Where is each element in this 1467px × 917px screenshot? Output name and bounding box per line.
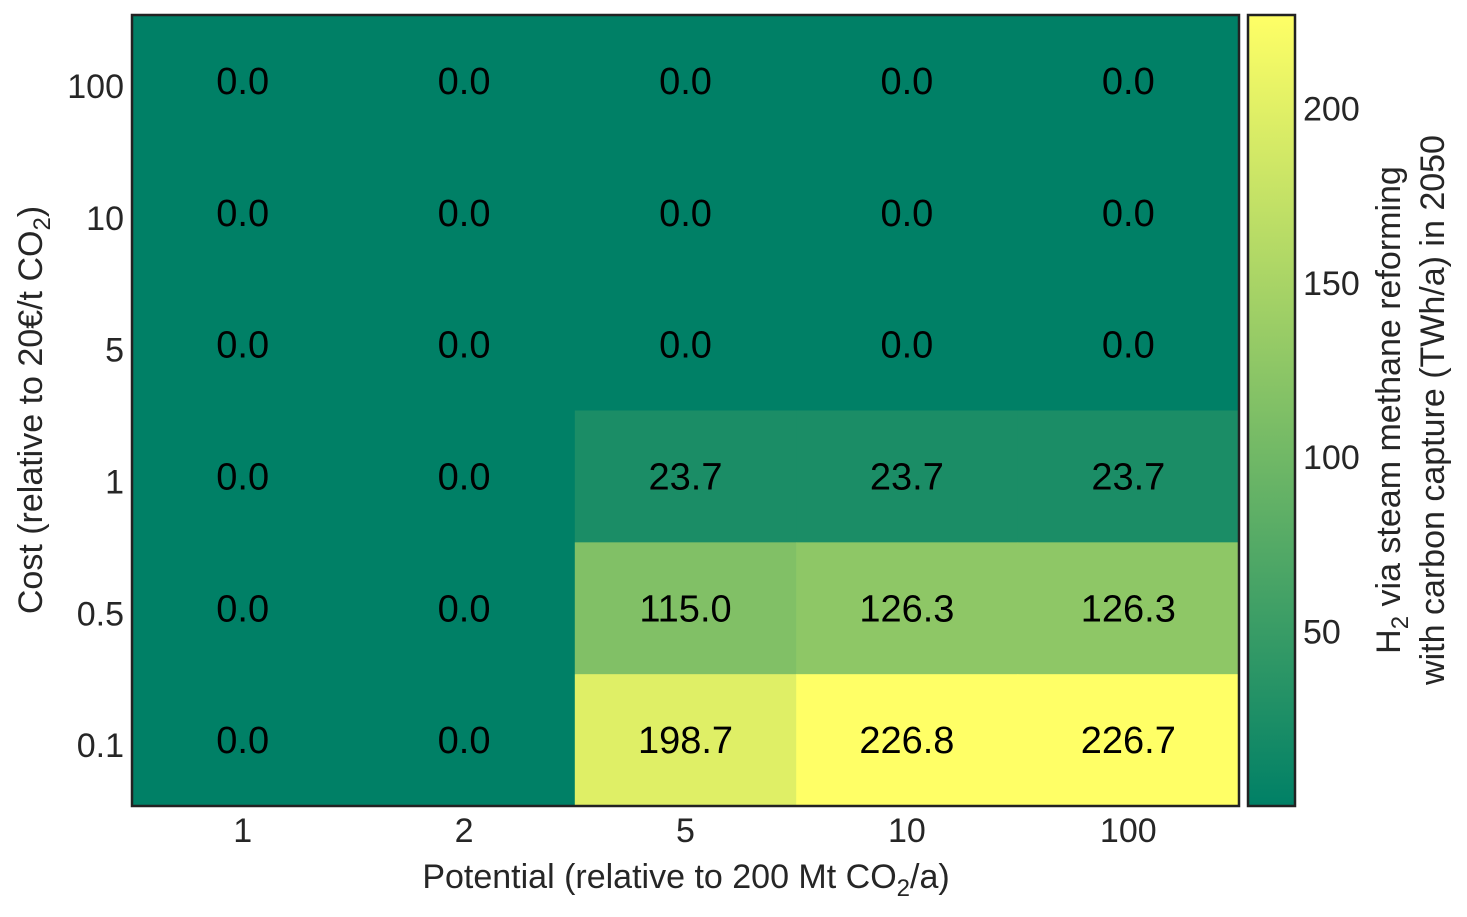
cell-value-label: 0.0 — [1102, 325, 1155, 367]
y-tick-label: 0.1 — [77, 727, 124, 765]
x-tick-label: 100 — [1100, 812, 1157, 850]
cell-value-label: 23.7 — [1091, 456, 1165, 498]
heatmap-cell — [1017, 542, 1240, 675]
heatmap-cell — [796, 674, 1019, 807]
heatmap-cell — [132, 410, 354, 543]
x-tick-label: 2 — [455, 812, 474, 850]
x-axis-label: Potential (relative to 200 Mt CO2/a) — [422, 858, 949, 902]
cell-value-label: 0.0 — [659, 325, 712, 367]
cell-value-label: 226.8 — [859, 720, 954, 762]
heatmap-cell — [1017, 15, 1240, 148]
heatmap-cell — [796, 278, 1019, 412]
cell-value-label: 0.0 — [216, 720, 269, 762]
colorbar-label-line2: with carbon capture (TWh/a) in 2050 — [1414, 135, 1452, 686]
heatmap-cell — [132, 542, 354, 675]
y-tick-label: 1 — [105, 463, 124, 501]
y-tick-label: 0.5 — [77, 595, 124, 633]
cell-value-label: 0.0 — [438, 720, 491, 762]
heatmap-cell — [574, 410, 797, 543]
heatmap-cell — [353, 674, 576, 807]
heatmap-cells — [132, 15, 1240, 807]
plot-frame — [130, 13, 1241, 808]
cell-value-label: 23.7 — [649, 456, 723, 498]
cell-value-label: 0.0 — [216, 456, 269, 498]
heatmap-cell — [796, 146, 1019, 280]
colorbar — [1246, 13, 1297, 808]
cell-value-label: 0.0 — [438, 456, 491, 498]
cell-value-label: 126.3 — [1081, 588, 1176, 630]
cell-value-label: 0.0 — [216, 193, 269, 235]
y-tick-label: 5 — [105, 332, 124, 370]
heatmap-cell — [1017, 278, 1240, 412]
cell-value-label: 0.0 — [1102, 61, 1155, 103]
cell-value-label: 115.0 — [639, 588, 731, 630]
cell-value-label: 0.0 — [659, 61, 712, 103]
y-tick-label: 10 — [86, 200, 124, 238]
heatmap-cell — [574, 278, 797, 412]
heatmap-cell — [574, 15, 797, 148]
x-tick-label: 1 — [233, 812, 252, 850]
heatmap-cell — [353, 410, 576, 543]
heatmap-cell — [796, 15, 1019, 148]
heatmap-cell — [353, 15, 576, 148]
cell-value-label: 126.3 — [859, 588, 954, 630]
cell-value-label: 0.0 — [438, 325, 491, 367]
cell-value-label: 0.0 — [1102, 193, 1155, 235]
heatmap-cell — [1017, 674, 1240, 807]
cell-value-label: 0.0 — [216, 61, 269, 103]
y-axis-label: Cost (relative to 20€/t CO2) — [12, 206, 56, 614]
heatmap-cell — [132, 278, 354, 412]
heatmap-cell — [353, 542, 576, 675]
cell-value-label: 0.0 — [880, 325, 933, 367]
cell-value-label: 0.0 — [880, 193, 933, 235]
y-tick-label: 100 — [67, 68, 124, 106]
heatmap-cell — [353, 146, 576, 280]
heatmap-cell — [353, 278, 576, 412]
colorbar-tick-label: 100 — [1303, 439, 1360, 477]
heatmap-cell — [574, 542, 797, 675]
cell-value-label: 198.7 — [638, 720, 733, 762]
cell-value-label: 0.0 — [216, 325, 269, 367]
cell-value-label: 23.7 — [870, 456, 944, 498]
heatmap-cell — [796, 410, 1019, 543]
heatmap-cell — [132, 146, 354, 280]
heatmap-cell — [796, 542, 1019, 675]
colorbar-tick-labels: 50 100 150 200 — [1303, 90, 1360, 651]
cell-value-label: 0.0 — [216, 588, 269, 630]
cell-value-label: 0.0 — [438, 193, 491, 235]
cell-value-label: 0.0 — [438, 61, 491, 103]
x-tick-label: 5 — [676, 812, 695, 850]
heatmap-cell — [132, 674, 354, 807]
colorbar-tick-label: 150 — [1303, 265, 1360, 303]
cell-value-label: 226.7 — [1081, 720, 1176, 762]
x-tick-label: 10 — [888, 812, 926, 850]
colorbar-label-line1: H2 via steam methane reforming — [1370, 166, 1414, 654]
colorbar-tick-label: 200 — [1303, 90, 1360, 128]
heatmap-cell — [574, 146, 797, 280]
cell-value-labels: 0.0 0.0 0.0 0.0 0.0 0.0 0.0 0.0 0.0 0.0 0.0 0.0 0.0 0… — [216, 61, 1176, 762]
x-tick-labels: 1 2 5 10 100 — [233, 812, 1156, 850]
cell-value-label: 0.0 — [880, 61, 933, 103]
heatmap-cell — [574, 674, 797, 807]
heatmap-cell — [1017, 410, 1240, 543]
heatmap-cell — [1017, 146, 1240, 280]
y-tick-labels: 100 10 5 1 0.5 0.1 — [67, 68, 124, 765]
cell-value-label: 0.0 — [438, 588, 491, 630]
heatmap-cell — [132, 15, 354, 148]
cell-value-label: 0.0 — [659, 193, 712, 235]
colorbar-tick-label: 50 — [1303, 614, 1341, 652]
